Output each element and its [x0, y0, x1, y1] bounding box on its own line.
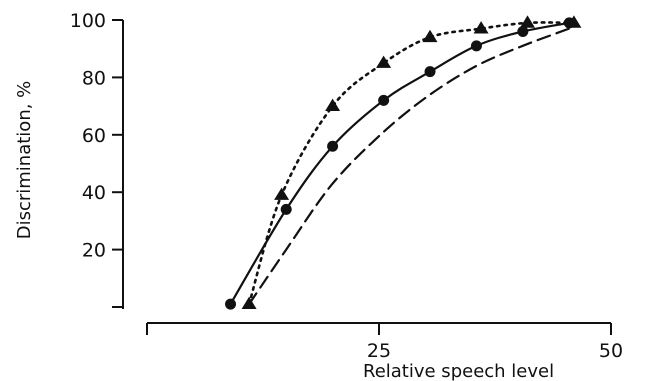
- y-ticks: 20 40 60 80 100: [70, 10, 123, 308]
- series-dotted: [241, 15, 582, 309]
- circle-marker: [225, 298, 237, 310]
- circle-marker: [424, 66, 436, 78]
- circle-marker: [470, 40, 482, 52]
- circle-marker: [280, 203, 292, 215]
- circle-marker: [327, 140, 339, 152]
- circle-marker: [378, 94, 390, 106]
- y-tick-label: 100: [70, 10, 106, 32]
- triangle-marker: [376, 55, 392, 68]
- x-tick-label: 50: [599, 340, 623, 362]
- x-axis-title: Relative speech level: [363, 361, 554, 381]
- series-line-dashed: [248, 27, 571, 306]
- triangle-marker: [520, 15, 535, 28]
- y-tick-label: 80: [82, 67, 106, 89]
- axes: [122, 20, 611, 324]
- triangle-marker: [473, 21, 489, 34]
- circle-marker: [563, 17, 575, 29]
- x-ticks: 25 50: [146, 323, 623, 362]
- y-tick-label: 40: [82, 182, 106, 204]
- y-tick-label: 20: [82, 240, 106, 262]
- y-tick-label: 60: [82, 125, 106, 147]
- series-line-solid: [229, 21, 571, 306]
- series-dashed: [248, 27, 571, 306]
- triangle-marker: [422, 29, 438, 43]
- y-axis-title: Discrimination, %: [14, 81, 35, 240]
- series-line-dotted: [247, 21, 576, 306]
- series-solid: [225, 17, 575, 310]
- triangle-marker: [274, 187, 290, 200]
- series-layer: [225, 15, 582, 310]
- x-tick-label: 25: [367, 340, 391, 362]
- circle-marker: [517, 25, 529, 37]
- triangle-marker: [325, 98, 341, 111]
